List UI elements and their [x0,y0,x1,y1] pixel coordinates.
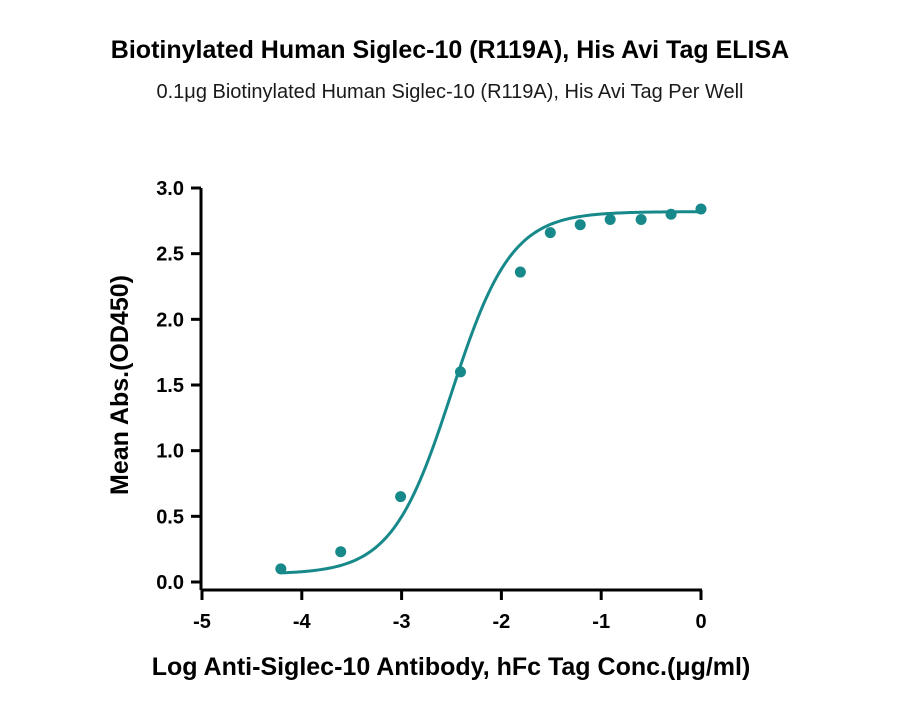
x-tick-label: -4 [293,611,312,633]
y-axis-label: Mean Abs.(OD450) [106,275,134,495]
fit-curve [280,210,701,575]
data-point [695,203,707,215]
data-point [514,266,526,278]
x-tick-label: 0 [695,611,706,633]
plot-area: 0.0 0.5 1.0 1.5 2.0 2.5 3.0 -5 -4 -3 -2 -1 0 [156,178,706,633]
data-point [574,219,586,231]
data-point [335,546,347,558]
x-tick-label: -3 [393,611,411,633]
x-axis-label: Log Anti-Siglec-10 Antibody, hFc Tag Con… [152,653,751,681]
y-tick-label: 2.0 [156,309,184,331]
data-point [665,208,677,220]
x-tick-label: -2 [493,611,511,633]
data-point [395,491,407,503]
y-tick-label: 0.5 [156,506,184,528]
data-point [544,227,556,239]
y-tick-label: 1.5 [156,375,184,397]
y-tick-label: 1.0 [156,441,184,463]
data-point [275,563,287,575]
data-point [635,214,647,226]
data-point [454,366,466,378]
y-tick-label: 2.5 [156,244,184,266]
y-tick-label: 3.0 [156,178,184,200]
chart-title: Biotinylated Human Siglec-10 (R119A), Hi… [111,36,789,64]
data-point [604,214,616,226]
chart-subtitle: 0.1μg Biotinylated Human Siglec-10 (R119… [157,81,744,103]
x-tick-label: -5 [193,611,211,633]
x-tick-label: -1 [592,611,610,633]
y-tick-label: 0.0 [156,572,184,594]
